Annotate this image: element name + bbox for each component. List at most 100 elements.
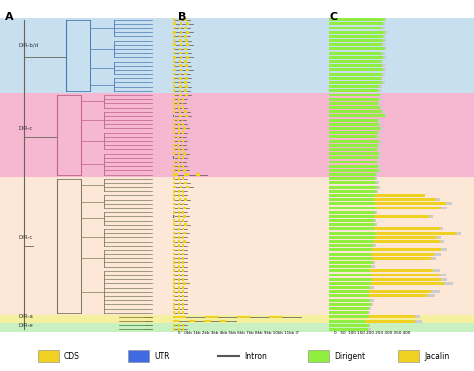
- Bar: [184, 198, 187, 201]
- Bar: [368, 315, 415, 318]
- Bar: [173, 265, 175, 268]
- Bar: [184, 89, 187, 92]
- Bar: [182, 257, 184, 260]
- Bar: [180, 23, 182, 25]
- Bar: [178, 127, 180, 130]
- Bar: [329, 18, 384, 21]
- Bar: [329, 169, 379, 172]
- Bar: [329, 47, 386, 50]
- Bar: [371, 253, 434, 256]
- Bar: [183, 207, 185, 209]
- Bar: [329, 261, 375, 264]
- Bar: [184, 81, 187, 84]
- Bar: [179, 181, 181, 184]
- Bar: [178, 152, 180, 155]
- Bar: [184, 173, 189, 176]
- Bar: [329, 119, 378, 122]
- Bar: [308, 350, 329, 362]
- Bar: [329, 22, 383, 25]
- Bar: [185, 39, 188, 42]
- Bar: [173, 282, 175, 285]
- Bar: [183, 232, 185, 234]
- Bar: [173, 278, 175, 280]
- Bar: [179, 64, 182, 67]
- Bar: [173, 102, 175, 105]
- Bar: [182, 203, 184, 205]
- Bar: [329, 27, 384, 29]
- Text: A: A: [5, 13, 13, 23]
- Bar: [178, 157, 180, 159]
- Bar: [173, 140, 175, 142]
- Bar: [173, 157, 174, 159]
- Bar: [329, 64, 384, 67]
- Bar: [184, 223, 187, 226]
- Bar: [182, 278, 184, 280]
- Bar: [182, 328, 184, 331]
- Bar: [189, 320, 195, 322]
- Text: CDS: CDS: [64, 352, 80, 361]
- Bar: [178, 328, 180, 331]
- Bar: [179, 89, 181, 92]
- Bar: [173, 223, 175, 226]
- Bar: [371, 273, 439, 276]
- Bar: [183, 240, 185, 243]
- Bar: [178, 257, 180, 260]
- Bar: [173, 135, 175, 138]
- Bar: [180, 56, 182, 59]
- Bar: [329, 286, 370, 289]
- Bar: [329, 173, 378, 176]
- Text: UTR: UTR: [154, 352, 170, 361]
- Bar: [182, 219, 184, 222]
- Bar: [329, 211, 377, 214]
- Bar: [375, 207, 441, 210]
- Bar: [184, 27, 187, 29]
- Bar: [173, 27, 175, 29]
- Bar: [179, 198, 181, 201]
- Bar: [237, 315, 250, 318]
- Bar: [185, 93, 188, 96]
- Text: DIR-e: DIR-e: [19, 323, 34, 328]
- Bar: [329, 123, 382, 126]
- Bar: [329, 165, 378, 168]
- Bar: [173, 261, 175, 264]
- Bar: [179, 73, 181, 75]
- Text: Dirigent: Dirigent: [334, 352, 365, 361]
- Bar: [173, 299, 175, 302]
- Bar: [329, 295, 368, 298]
- Bar: [182, 307, 184, 310]
- Bar: [329, 139, 379, 142]
- Bar: [374, 215, 429, 218]
- Bar: [0, 177, 474, 315]
- Bar: [178, 295, 180, 297]
- Bar: [178, 278, 180, 280]
- Bar: [182, 299, 184, 302]
- Bar: [173, 186, 176, 188]
- Bar: [179, 27, 181, 29]
- Bar: [329, 299, 370, 302]
- Bar: [173, 152, 175, 155]
- Bar: [0, 315, 474, 323]
- Bar: [182, 177, 184, 180]
- Bar: [177, 161, 179, 163]
- Bar: [182, 265, 184, 268]
- Bar: [173, 35, 175, 38]
- Bar: [183, 127, 185, 130]
- Bar: [329, 68, 383, 71]
- Bar: [173, 320, 179, 322]
- Bar: [375, 232, 456, 234]
- Bar: [329, 328, 368, 331]
- Bar: [178, 219, 180, 222]
- Bar: [329, 119, 381, 122]
- Bar: [179, 47, 181, 50]
- Bar: [182, 290, 184, 293]
- Bar: [329, 290, 439, 293]
- Bar: [329, 64, 382, 67]
- Bar: [173, 219, 175, 222]
- Bar: [329, 232, 461, 234]
- Bar: [182, 253, 184, 255]
- Bar: [173, 169, 175, 172]
- Bar: [184, 47, 187, 50]
- Bar: [178, 207, 180, 209]
- Bar: [372, 257, 431, 260]
- Bar: [329, 303, 373, 306]
